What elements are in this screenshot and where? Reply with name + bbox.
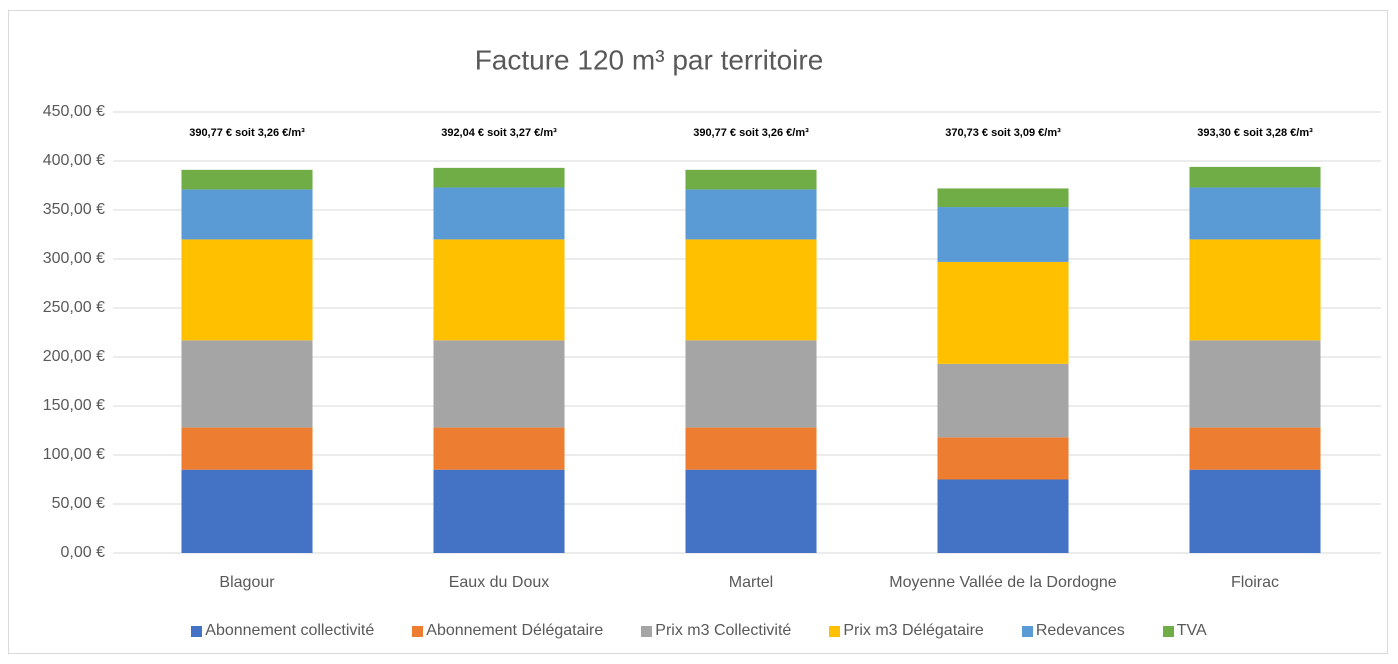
bar-segment <box>433 427 565 470</box>
legend-swatch <box>191 625 203 637</box>
x-tick-label: Martel <box>728 574 774 591</box>
total-label: 392,04 € soit 3,27 €/m³ <box>441 127 557 139</box>
y-tick-label: 400,00 € <box>43 152 105 169</box>
bar-segment <box>433 167 565 188</box>
chart-frame <box>8 10 1388 654</box>
total-label: 390,77 € soit 3,26 €/m³ <box>189 127 305 139</box>
bar-segment <box>685 169 817 190</box>
total-label: 393,30 € soit 3,28 €/m³ <box>1197 127 1313 139</box>
bar-segment <box>1189 427 1321 470</box>
legend-swatch <box>1021 625 1033 637</box>
legend-item: TVA <box>1162 622 1207 640</box>
y-tick-label: 150,00 € <box>43 397 105 414</box>
bar-segment <box>937 437 1069 480</box>
bar-segment <box>433 239 565 341</box>
bar-segment <box>1189 166 1321 188</box>
legend-label: TVA <box>1176 622 1207 639</box>
bar-segment <box>937 261 1069 364</box>
legend-item: Prix m3 Collectivité <box>641 622 791 640</box>
legend-swatch <box>1162 625 1174 637</box>
legend-label: Abonnement collectivité <box>205 622 375 639</box>
bar-segment <box>181 469 313 553</box>
legend-item: Redevances <box>1021 622 1125 640</box>
legend-item: Prix m3 Délégataire <box>829 622 984 640</box>
y-tick-label: 250,00 € <box>43 299 105 316</box>
bar-segment <box>685 427 817 470</box>
bar-segment <box>937 479 1069 553</box>
bar-segment <box>937 188 1069 208</box>
legend-label: Redevances <box>1035 622 1125 639</box>
bar-segment <box>433 469 565 553</box>
legend-swatch <box>829 625 841 637</box>
legend-label: Abonnement Délégataire <box>426 622 604 639</box>
chart-title: Facture 120 m³ par territoire <box>475 44 824 75</box>
bar-segment <box>181 169 313 190</box>
legend-swatch <box>641 625 653 637</box>
legend: Abonnement collectivité Abonnement Déléga… <box>0 622 1398 640</box>
x-tick-label: Moyenne Vallée de la Dordogne <box>889 574 1117 591</box>
bar-segment <box>685 239 817 341</box>
y-tick-label: 50,00 € <box>52 495 105 512</box>
bar-segment <box>937 363 1069 438</box>
total-label: 390,77 € soit 3,26 €/m³ <box>693 127 809 139</box>
y-tick-label: 100,00 € <box>43 446 105 463</box>
bar-segment <box>181 340 313 428</box>
bar-segment <box>685 340 817 428</box>
legend-item: Abonnement collectivité <box>191 622 374 640</box>
bar-segment <box>685 469 817 553</box>
bar-segment <box>1189 340 1321 428</box>
legend-item: Abonnement Délégataire <box>412 622 603 640</box>
y-tick-label: 200,00 € <box>43 348 105 365</box>
bar-segment <box>1189 469 1321 553</box>
bar-segment <box>433 340 565 428</box>
bar-segment <box>433 187 565 240</box>
bar-segment <box>181 239 313 341</box>
y-tick-label: 450,00 € <box>43 103 105 120</box>
y-tick-label: 0,00 € <box>61 544 106 561</box>
y-tick-label: 350,00 € <box>43 201 105 218</box>
x-tick-label: Eaux du Doux <box>448 574 550 591</box>
bar-segment <box>181 189 313 240</box>
legend-label: Prix m3 Délégataire <box>843 622 984 639</box>
bar-segment <box>1189 187 1321 240</box>
legend-label: Prix m3 Collectivité <box>655 622 792 639</box>
total-label: 370,73 € soit 3,09 €/m³ <box>945 127 1061 139</box>
bar-segment <box>937 207 1069 262</box>
x-tick-label: Floirac <box>1230 574 1279 591</box>
y-tick-label: 300,00 € <box>43 250 105 267</box>
x-tick-label: Blagour <box>219 574 275 591</box>
bar-segment <box>1189 239 1321 341</box>
bar-segment <box>685 189 817 240</box>
bar-segment <box>181 427 313 470</box>
legend-swatch <box>412 625 424 637</box>
